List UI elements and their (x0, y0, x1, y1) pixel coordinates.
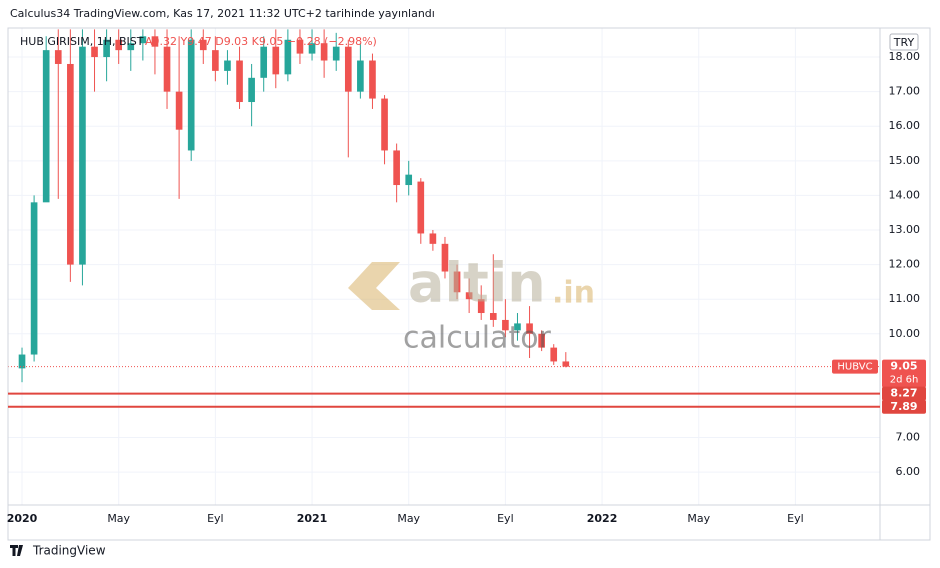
y-tick-label: 13.00 (889, 223, 921, 236)
candle-body (320, 43, 328, 61)
candle-body (514, 323, 521, 331)
candle-body (477, 299, 485, 314)
footer: TradingView (32, 544, 106, 558)
candle-body (151, 36, 159, 47)
candle-body (465, 292, 473, 300)
tv-logo (10, 545, 23, 556)
symbol: HUB GIRISIM, 1H, BIST (20, 35, 144, 48)
watermark-logo (348, 262, 400, 310)
candle-body (236, 60, 243, 103)
candle-body (42, 50, 50, 203)
countdown: 2d 6h (890, 375, 919, 386)
candle-body (127, 43, 135, 51)
candle-body (187, 39, 195, 151)
y-tick-label: 11.00 (889, 292, 921, 305)
currency-label: TRY (893, 36, 915, 49)
watermark-sub: calculator (403, 321, 552, 356)
watermark-suffix: .in (552, 276, 595, 311)
candle-body (489, 313, 497, 320)
candle-body (296, 39, 304, 54)
candle-body (502, 319, 509, 331)
x-tick-label: 2021 (297, 512, 328, 525)
candle-body (332, 46, 340, 61)
candle-body (429, 233, 437, 244)
candle-body (538, 333, 545, 348)
candle-body (91, 46, 98, 58)
price-badge (882, 359, 926, 388)
candle-body (79, 46, 86, 265)
watermark-brand: altin (408, 252, 546, 315)
candle-body (272, 46, 280, 75)
level-badge (882, 399, 926, 414)
candle-body (163, 46, 171, 92)
candle-body (224, 60, 231, 71)
currency-button[interactable] (889, 33, 919, 51)
candle-body (308, 43, 316, 54)
candle-body (453, 271, 461, 293)
candle-body (381, 98, 388, 151)
candle-body (562, 361, 570, 367)
ticker-badge (832, 359, 878, 374)
candle-body (30, 202, 38, 355)
candle-body (18, 354, 26, 369)
x-tick-label: Eyl (497, 512, 514, 525)
candle-body (284, 39, 292, 75)
y-tick-label: 17.00 (889, 85, 921, 98)
candle-body (212, 50, 219, 71)
y-tick-label: 6.00 (896, 465, 921, 478)
candle-body (115, 39, 123, 51)
level-badge (882, 386, 926, 401)
candle-body (248, 77, 255, 103)
candle-body (199, 39, 207, 51)
candle-body (417, 181, 425, 234)
candle-body (103, 39, 110, 58)
header: Calculus34 TradingView.com, Kas 17, 2021… (10, 7, 435, 20)
candle-body (260, 46, 268, 78)
y-tick-label: 15.00 (889, 154, 921, 167)
y-tick-label: 12.00 (889, 258, 921, 271)
x-tick-label: May (397, 512, 420, 525)
level-label: 7.89 (890, 400, 917, 413)
x-tick-label: Eyl (207, 512, 224, 525)
x-tick-label: 2022 (587, 512, 618, 525)
candle-body (67, 63, 74, 265)
y-tick-label: 10.00 (889, 327, 921, 340)
candle-body (441, 243, 449, 272)
y-tick-label: 14.00 (889, 188, 921, 201)
candle-body (175, 91, 183, 130)
y-tick-label: 7.00 (896, 431, 921, 444)
ohlc-legend: A9.32 Y9.47 D9.03 K9.05 −0.28 (−2.98%) (145, 35, 377, 48)
candle-body (526, 323, 533, 334)
frame (7, 27, 931, 541)
ticker-label: HUBVC (837, 362, 872, 373)
candle-body (344, 46, 352, 92)
candle-body (357, 60, 364, 92)
x-tick-label: May (687, 512, 710, 525)
y-tick-label: 18.00 (889, 50, 921, 63)
x-tick-label: Eyl (787, 512, 804, 525)
candle-body (393, 150, 400, 186)
y-tick-label: 16.00 (889, 119, 921, 132)
candle-body (405, 174, 413, 186)
candle-body (54, 50, 62, 64)
price-label: 9.05 (890, 360, 917, 373)
candle-body (550, 347, 558, 362)
plot-area (8, 28, 880, 505)
level-label: 8.27 (890, 387, 917, 400)
x-tick-label: May (107, 512, 130, 525)
candle-body (369, 60, 376, 99)
watermark: altin .in calculator (348, 252, 595, 356)
x-tick-label: 2020 (7, 512, 38, 525)
candle-body (139, 36, 147, 44)
